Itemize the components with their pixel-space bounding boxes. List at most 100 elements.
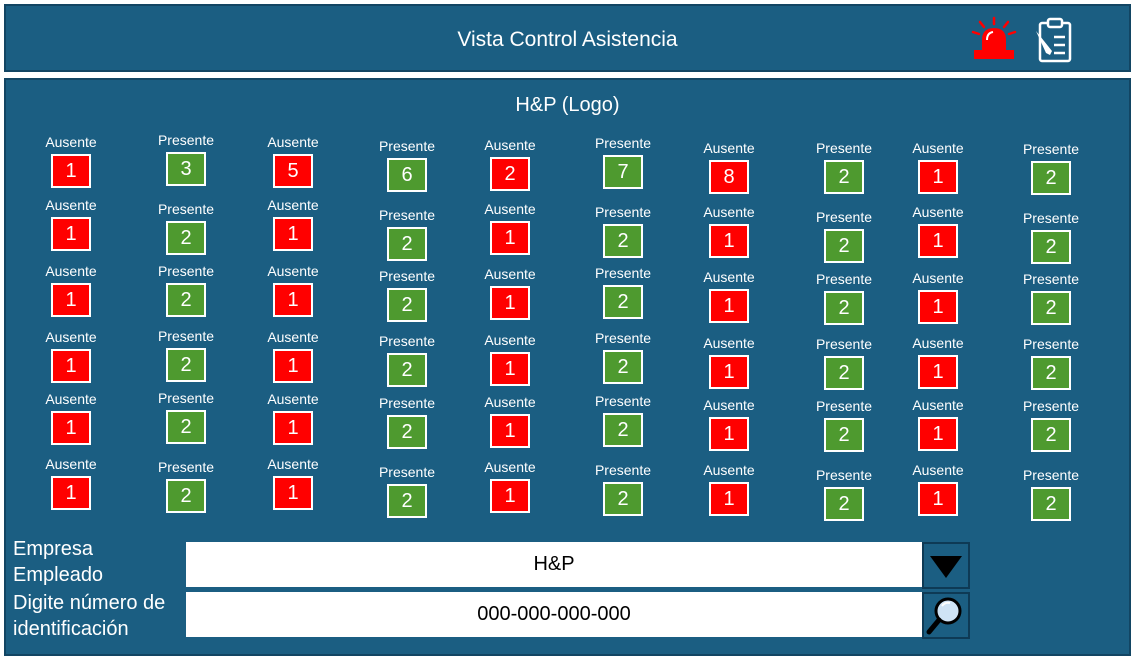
id-number-input[interactable]: 000-000-000-000 xyxy=(186,592,922,637)
present-count-box[interactable]: 7 xyxy=(603,155,643,189)
attendance-grid: Ausente 1 Ausente 1 Ausente 1 Ausente 1 Ausente 1… xyxy=(6,80,1129,540)
absent-count-box[interactable]: 1 xyxy=(918,160,958,194)
present-count-box[interactable]: 2 xyxy=(166,410,206,444)
absent-count-box[interactable]: 1 xyxy=(51,476,91,510)
absent-count-box[interactable]: 1 xyxy=(918,482,958,516)
attendance-status-label: Presente xyxy=(157,328,215,344)
attendance-cell: Ausente 1 xyxy=(31,456,111,510)
company-label-line2: Empleado xyxy=(13,564,104,586)
attendance-cell: Presente 2 xyxy=(583,265,663,319)
absent-count-box[interactable]: 1 xyxy=(709,355,749,389)
present-count-box[interactable]: 2 xyxy=(603,482,643,516)
present-count-box[interactable]: 2 xyxy=(824,487,864,521)
present-count-box[interactable]: 2 xyxy=(166,283,206,317)
attendance-cell: Presente 2 xyxy=(1011,271,1091,325)
present-count-box[interactable]: 2 xyxy=(824,418,864,452)
attendance-cell: Ausente 1 xyxy=(898,204,978,258)
absent-count-box[interactable]: 1 xyxy=(490,352,530,386)
absent-count-box[interactable]: 1 xyxy=(918,290,958,324)
present-count-box[interactable]: 2 xyxy=(603,224,643,258)
present-count-box[interactable]: 6 xyxy=(387,158,427,192)
present-count-box[interactable]: 3 xyxy=(166,152,206,186)
absent-count-box[interactable]: 1 xyxy=(51,411,91,445)
absent-count-box[interactable]: 1 xyxy=(709,289,749,323)
present-count-box[interactable]: 2 xyxy=(1031,487,1071,521)
absent-count-box[interactable]: 1 xyxy=(490,286,530,320)
attendance-cell: Ausente 1 xyxy=(898,270,978,324)
attendance-cell: Presente 2 xyxy=(804,398,884,452)
present-count-box[interactable]: 2 xyxy=(824,291,864,325)
absent-count-box[interactable]: 1 xyxy=(51,283,91,317)
present-count-box[interactable]: 2 xyxy=(824,356,864,390)
absent-count-box[interactable]: 1 xyxy=(51,217,91,251)
attendance-cell: Presente 7 xyxy=(583,135,663,189)
attendance-cell: Ausente 1 xyxy=(253,456,333,510)
company-select-field[interactable]: H&P xyxy=(186,542,922,587)
present-count-box[interactable]: 2 xyxy=(603,285,643,319)
attendance-status-label: Ausente xyxy=(267,263,319,279)
search-button[interactable] xyxy=(922,592,970,639)
present-count-box[interactable]: 2 xyxy=(1031,356,1071,390)
attendance-cell: Presente 2 xyxy=(146,328,226,382)
attendance-status-label: Ausente xyxy=(45,391,97,407)
absent-count-box[interactable]: 1 xyxy=(273,283,313,317)
attendance-cell: Presente 2 xyxy=(367,207,447,261)
attendance-status-label: Presente xyxy=(1022,141,1080,157)
absent-count-box[interactable]: 1 xyxy=(918,417,958,451)
present-count-box[interactable]: 2 xyxy=(1031,230,1071,264)
absent-count-box[interactable]: 1 xyxy=(918,224,958,258)
present-count-box[interactable]: 2 xyxy=(387,353,427,387)
attendance-status-label: Ausente xyxy=(267,134,319,150)
present-count-box[interactable]: 2 xyxy=(166,348,206,382)
alarm-siren-icon[interactable] xyxy=(970,16,1018,62)
absent-count-box[interactable]: 1 xyxy=(490,414,530,448)
attendance-cell: Presente 2 xyxy=(146,201,226,255)
attendance-cell: Ausente 1 xyxy=(898,335,978,389)
absent-count-box[interactable]: 1 xyxy=(273,411,313,445)
present-count-box[interactable]: 2 xyxy=(166,221,206,255)
present-count-box[interactable]: 2 xyxy=(824,229,864,263)
absent-count-box[interactable]: 2 xyxy=(490,157,530,191)
absent-count-box[interactable]: 1 xyxy=(490,221,530,255)
present-count-box[interactable]: 2 xyxy=(387,484,427,518)
clipboard-edit-icon[interactable] xyxy=(1032,17,1078,63)
present-count-box[interactable]: 2 xyxy=(387,227,427,261)
top-header: Vista Control Asistencia xyxy=(4,4,1131,72)
absent-count-box[interactable]: 1 xyxy=(273,349,313,383)
company-dropdown-button[interactable] xyxy=(922,542,970,589)
absent-count-box[interactable]: 5 xyxy=(273,154,313,188)
absent-count-box[interactable]: 1 xyxy=(273,217,313,251)
attendance-cell: Presente 2 xyxy=(1011,336,1091,390)
absent-count-box[interactable]: 1 xyxy=(918,355,958,389)
present-count-box[interactable]: 2 xyxy=(387,415,427,449)
absent-count-box[interactable]: 1 xyxy=(709,417,749,451)
attendance-cell: Presente 2 xyxy=(1011,141,1091,195)
id-label-line2: identificación xyxy=(13,618,129,640)
attendance-status-label: Presente xyxy=(378,138,436,154)
attendance-status-label: Presente xyxy=(157,459,215,475)
present-count-box[interactable]: 2 xyxy=(1031,161,1071,195)
attendance-status-label: Ausente xyxy=(703,335,755,351)
present-count-box[interactable]: 2 xyxy=(1031,418,1071,452)
attendance-status-label: Presente xyxy=(157,390,215,406)
present-count-box[interactable]: 2 xyxy=(603,413,643,447)
attendance-cell: Ausente 1 xyxy=(470,266,550,320)
present-count-box[interactable]: 2 xyxy=(824,160,864,194)
attendance-status-label: Presente xyxy=(594,204,652,220)
present-count-box[interactable]: 2 xyxy=(1031,291,1071,325)
absent-count-box[interactable]: 1 xyxy=(709,482,749,516)
absent-count-box[interactable]: 8 xyxy=(709,160,749,194)
attendance-cell: Presente 2 xyxy=(804,209,884,263)
attendance-cell: Ausente 1 xyxy=(470,332,550,386)
absent-count-box[interactable]: 1 xyxy=(51,154,91,188)
attendance-status-label: Presente xyxy=(378,464,436,480)
absent-count-box[interactable]: 1 xyxy=(709,224,749,258)
present-count-box[interactable]: 2 xyxy=(166,479,206,513)
absent-count-box[interactable]: 1 xyxy=(273,476,313,510)
present-count-box[interactable]: 2 xyxy=(387,288,427,322)
attendance-cell: Ausente 1 xyxy=(898,462,978,516)
present-count-box[interactable]: 2 xyxy=(603,350,643,384)
attendance-status-label: Ausente xyxy=(484,394,536,410)
absent-count-box[interactable]: 1 xyxy=(490,479,530,513)
absent-count-box[interactable]: 1 xyxy=(51,349,91,383)
